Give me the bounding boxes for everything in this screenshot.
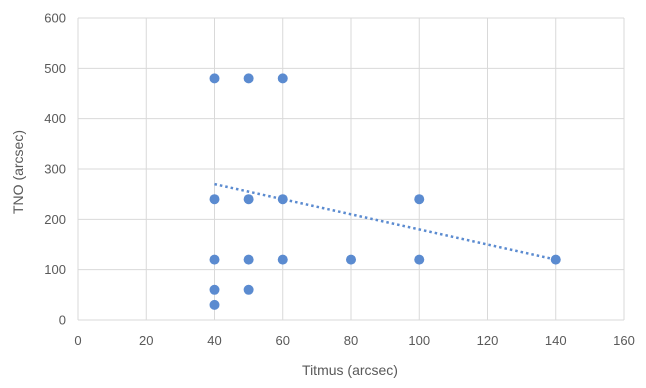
data-point <box>209 299 220 310</box>
data-point <box>277 73 288 84</box>
data-points <box>209 73 561 310</box>
data-point <box>209 73 220 84</box>
data-point <box>277 194 288 205</box>
y-axis-title: TNO (arcsec) <box>10 130 26 214</box>
y-tick-label: 600 <box>44 11 66 26</box>
data-point <box>243 284 254 295</box>
data-point <box>209 254 220 265</box>
data-point <box>346 254 356 265</box>
y-tick-label: 300 <box>44 162 66 177</box>
y-tick-label: 200 <box>44 212 66 227</box>
y-tick-label: 0 <box>59 313 66 328</box>
trendline-layer <box>214 182 557 261</box>
data-point <box>550 254 561 265</box>
x-tick-label: 60 <box>276 333 290 348</box>
x-tick-label: 80 <box>344 333 358 348</box>
x-tick-label: 40 <box>207 333 221 348</box>
x-tick-label: 100 <box>408 333 430 348</box>
y-tick-label: 400 <box>44 111 66 126</box>
data-point <box>243 73 254 84</box>
gridlines <box>77 17 625 321</box>
linear-trendline <box>214 182 557 261</box>
data-point <box>414 254 425 265</box>
x-tick-label: 160 <box>613 333 635 348</box>
data-point <box>414 194 425 205</box>
y-tick-label: 100 <box>44 262 66 277</box>
x-axis-title: Titmus (arcsec) <box>302 362 398 378</box>
x-tick-label: 140 <box>545 333 567 348</box>
tick-labels: 0 100 200 300 400 500 600 0 20 40 60 80 100 120 140 160 <box>44 11 635 349</box>
data-point <box>277 254 288 265</box>
x-tick-label: 20 <box>139 333 153 348</box>
x-tick-label: 0 <box>74 333 81 348</box>
data-point <box>243 254 254 265</box>
y-tick-label: 500 <box>44 61 66 76</box>
data-point <box>243 194 254 205</box>
data-point <box>209 284 220 295</box>
data-point <box>209 194 220 205</box>
x-tick-label: 120 <box>477 333 499 348</box>
